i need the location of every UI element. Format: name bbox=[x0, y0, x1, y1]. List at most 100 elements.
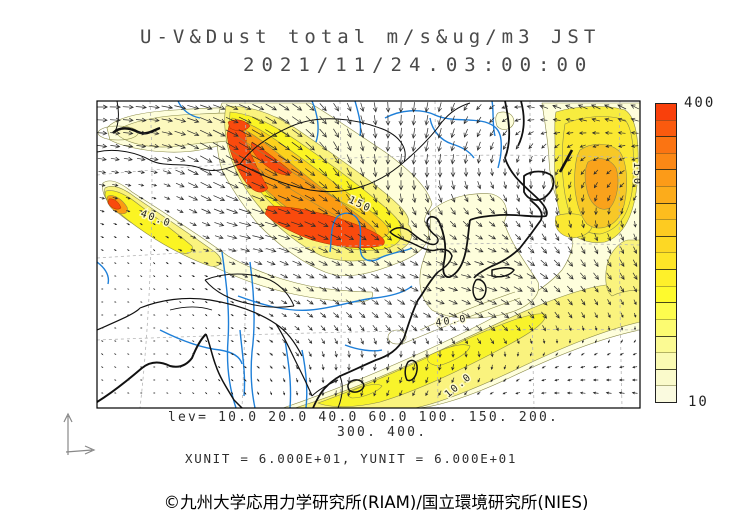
river bbox=[221, 251, 237, 408]
colorbar-segment bbox=[656, 270, 676, 287]
colorbar-segment bbox=[656, 104, 676, 121]
river bbox=[177, 101, 201, 119]
coastline bbox=[517, 101, 525, 147]
colorbar-segment bbox=[656, 336, 676, 354]
colorbar-min-label: 10 bbox=[688, 394, 709, 410]
dust-fill-60 bbox=[555, 213, 593, 239]
colorbar-segment bbox=[656, 153, 676, 171]
border bbox=[239, 118, 406, 165]
colorbar-segment bbox=[656, 170, 676, 188]
dust-fill-10 bbox=[495, 111, 515, 130]
river bbox=[97, 261, 110, 285]
graticule bbox=[97, 243, 640, 259]
map-layers bbox=[97, 101, 640, 408]
river bbox=[159, 329, 243, 365]
colorbar-max-label: 400 bbox=[684, 95, 716, 111]
river bbox=[249, 261, 256, 408]
coastline bbox=[312, 271, 439, 408]
credit-line: ©九州大学応用力学研究所(RIAM)/国立環境研究所(NIES) bbox=[163, 493, 589, 512]
coastline-hainan bbox=[347, 379, 365, 393]
chart-timestamp: 2021/11/24.03:00:00 bbox=[243, 54, 594, 76]
colorbar bbox=[655, 103, 677, 403]
dust-fill-20 bbox=[605, 239, 640, 297]
colorbar-segment bbox=[656, 187, 676, 204]
colorbar-segment bbox=[656, 236, 676, 254]
contour-line bbox=[419, 291, 516, 331]
border bbox=[169, 306, 213, 311]
dust-fill-300 bbox=[264, 205, 385, 248]
border bbox=[97, 149, 241, 171]
river bbox=[237, 285, 413, 312]
coastline-honshu bbox=[473, 199, 543, 279]
colorbar-segment bbox=[656, 120, 676, 138]
river bbox=[384, 110, 502, 169]
border bbox=[97, 307, 141, 331]
colorbar-segment bbox=[656, 386, 676, 402]
river bbox=[311, 101, 319, 143]
coastline-hokkaido bbox=[523, 170, 555, 201]
border bbox=[204, 279, 295, 308]
axis-arrows-icon bbox=[63, 412, 96, 455]
dust-fill-60 bbox=[347, 384, 383, 399]
dust-fill-300 bbox=[251, 141, 293, 175]
border bbox=[204, 273, 295, 307]
border bbox=[139, 297, 303, 357]
river bbox=[301, 349, 308, 408]
graticule bbox=[97, 329, 640, 341]
border bbox=[275, 323, 313, 397]
river bbox=[354, 101, 362, 137]
colorbar-segment bbox=[656, 303, 676, 320]
graticule bbox=[618, 101, 623, 408]
river bbox=[284, 339, 292, 408]
river bbox=[239, 329, 246, 397]
coastline-kyushu bbox=[472, 278, 487, 301]
colorbar-segment bbox=[656, 203, 676, 221]
contour-line bbox=[97, 125, 139, 141]
coastline-korea bbox=[429, 215, 471, 278]
contour-label: 150 bbox=[631, 162, 642, 186]
contour-line bbox=[234, 134, 361, 213]
contour-label: 40.0 bbox=[435, 314, 468, 329]
coastline-taiwan bbox=[404, 359, 418, 382]
contour-line bbox=[229, 149, 341, 219]
wind-arrow-field bbox=[97, 101, 640, 397]
contour-levels-line1: lev= 10.0 20.0 40.0 60.0 100. 150. 200. bbox=[168, 410, 560, 425]
graticule bbox=[434, 101, 439, 408]
dust-fill-60 bbox=[427, 344, 471, 367]
coastline bbox=[469, 101, 548, 221]
border bbox=[337, 375, 343, 408]
border bbox=[403, 102, 471, 163]
chart-title: U-V&Dust total m/s&ug/m3 JST bbox=[140, 26, 601, 48]
colorbar-segment bbox=[656, 319, 676, 337]
mountain-ridge bbox=[112, 126, 161, 135]
colorbar-segment bbox=[656, 353, 676, 370]
dust-fill-10 bbox=[419, 193, 539, 319]
coastline bbox=[389, 216, 453, 273]
vector-units-line: XUNIT = 6.000E+01, YUNIT = 6.000E+01 bbox=[185, 451, 518, 466]
graticule bbox=[97, 154, 640, 176]
coastline-india bbox=[97, 333, 207, 403]
colorbar-segment bbox=[656, 286, 676, 304]
map-frame bbox=[96, 100, 641, 409]
dust-fill-300 bbox=[107, 198, 122, 210]
colorbar-segment bbox=[656, 137, 676, 154]
island bbox=[558, 149, 574, 173]
river bbox=[429, 117, 475, 159]
graticule bbox=[529, 101, 535, 408]
river bbox=[329, 212, 413, 262]
contour-levels-line2: 300. 400. bbox=[337, 425, 428, 440]
river bbox=[344, 344, 383, 352]
graticule bbox=[339, 101, 342, 408]
coastline bbox=[205, 333, 243, 408]
colorbar-segment bbox=[656, 220, 676, 237]
colorbar-segment bbox=[656, 253, 676, 271]
colorbar-segment bbox=[656, 369, 676, 387]
axis-arrow bbox=[65, 445, 96, 455]
contour-line bbox=[387, 329, 407, 345]
axis-arrow bbox=[63, 412, 73, 455]
graticule bbox=[139, 101, 153, 408]
river bbox=[491, 101, 496, 137]
border bbox=[239, 161, 405, 193]
